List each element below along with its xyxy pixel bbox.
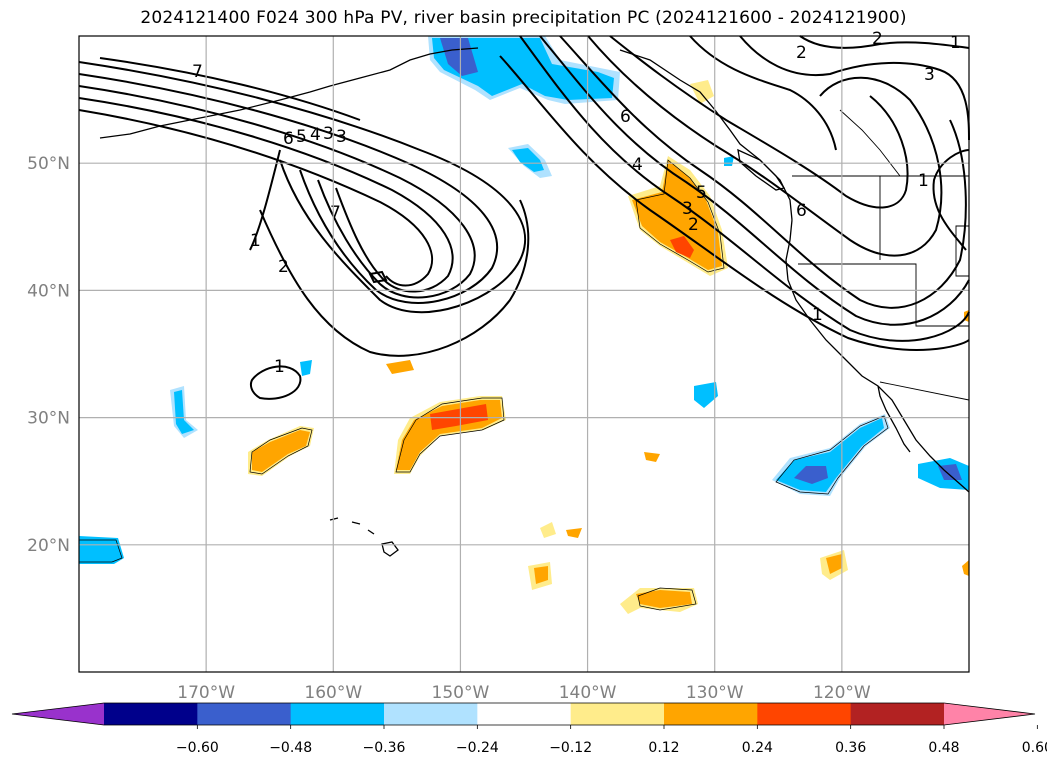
map-title: 2024121400 F024 300 hPa PV, river basin …: [140, 8, 907, 28]
lon-tick-label: 130°W: [686, 683, 744, 703]
pv-label-4a: 4: [310, 125, 321, 145]
pv-label-7a: 7: [192, 62, 203, 82]
pv-label-3d: 3: [924, 65, 935, 85]
positive-anomaly-oregon-core: [632, 160, 722, 270]
lon-tick-label: 170°W: [177, 683, 235, 703]
colorbar-tick-label: 0.48: [928, 740, 959, 756]
positive-anomaly-south-core: [636, 590, 692, 608]
negative-anomaly-blob-5: [300, 360, 312, 376]
colorbar-tick-label: −0.36: [363, 740, 406, 756]
colorbar: −0.60 −0.48 −0.36 −0.24 −0.12 0.12 0.24 0.36 0.4…: [11, 702, 1047, 756]
positive-anomaly-small-3: [540, 522, 556, 538]
colorbar-outline: [11, 702, 1036, 726]
west-coast: [785, 219, 970, 493]
colorbar-extend-high: [944, 703, 1035, 725]
colorbar-swatch: [290, 703, 385, 725]
pv-label-3b: 3: [336, 127, 347, 147]
pv-label-2d: 2: [872, 29, 883, 49]
negative-anomaly-baja-strong: [794, 466, 828, 484]
pv-label-5b: 5: [696, 183, 707, 203]
lat-tick-label: 20°N: [27, 536, 70, 556]
pv-contours: [78, 35, 970, 400]
colorbar-extend-low: [12, 703, 104, 725]
lat-tick-label: 30°N: [27, 409, 70, 429]
colorbar-tick-label: 0.36: [835, 740, 866, 756]
positive-anomaly-small-4: [566, 528, 582, 538]
positive-anomaly-oregon-strong: [670, 236, 694, 258]
pv-label-2b: 2: [688, 215, 699, 235]
pv-label-2a: 2: [278, 257, 289, 277]
coastlines: [99, 47, 970, 557]
pv-label-3a: 3: [323, 124, 334, 144]
axis-tick-labels: 170°W 160°W 150°W 140°W 130°W 120°W 20°N 30°N 40…: [27, 154, 871, 703]
positive-anomaly-small-2: [644, 452, 660, 462]
negative-anomaly-blob-1-core: [512, 148, 544, 172]
pv-contour-labels: 7 6 5 4 3 3 7 1 2 1 6 4 5 3 2 2 2 3 6 1 …: [192, 29, 961, 377]
gridlines: [79, 36, 969, 672]
colorbar-swatch: [384, 703, 478, 725]
colorbar-swatch: [197, 703, 292, 725]
positive-anomaly-bc: [690, 80, 714, 104]
alaska-coast: [99, 47, 479, 139]
pv-label-7b: 7: [330, 203, 341, 223]
pv-label-1e: 1: [950, 33, 961, 53]
pv-label-2c: 2: [796, 43, 807, 63]
lon-tick-label: 120°W: [813, 683, 871, 703]
positive-anomaly-edge: [962, 560, 969, 576]
negative-anomaly-north-core: [432, 38, 614, 100]
negative-anomaly-north-strong: [440, 38, 478, 76]
negative-anomaly-blob-4: [79, 536, 124, 564]
positive-anomaly-west-core: [252, 430, 310, 472]
positive-anomaly-baja-south-core: [826, 554, 842, 574]
colorbar-swatch: [104, 703, 198, 725]
baja-peninsula: [877, 385, 911, 453]
negative-anomaly-mexico-strong: [938, 464, 962, 480]
lat-tick-label: 50°N: [27, 154, 70, 174]
colorbar-swatch: [570, 703, 665, 725]
colorbar-tick-label: −0.48: [269, 740, 312, 756]
pv-label-4b: 4: [632, 155, 643, 175]
anomaly-outlines: [78, 159, 889, 611]
colorbar-swatch: [477, 703, 572, 725]
lat-tick-label: 40°N: [27, 281, 70, 301]
colorbar-tick-label: −0.12: [549, 740, 592, 756]
hawaii-islands: [329, 517, 399, 557]
colorbar-tick-label: −0.60: [176, 740, 219, 756]
pv-label-1a: 1: [250, 231, 261, 251]
pv-label-1c: 1: [918, 171, 929, 191]
lon-tick-label: 150°W: [432, 683, 490, 703]
pv-label-1b: 1: [274, 357, 285, 377]
pv-label-3c: 3: [682, 199, 693, 219]
colorbar-tick-label: 0.24: [742, 740, 773, 756]
pv-label-1d: 1: [812, 305, 823, 325]
colorbar-swatch: [757, 703, 852, 725]
pv-label-5a: 5: [296, 127, 307, 147]
colorbar-swatch: [850, 703, 945, 725]
map-frame: [78, 35, 970, 673]
colorbar-swatch: [664, 703, 758, 725]
lon-tick-label: 140°W: [559, 683, 617, 703]
positive-anomaly-small-1: [386, 360, 414, 374]
negative-anomaly-blob-3: [694, 382, 718, 408]
colorbar-tick-label: 0.12: [648, 740, 679, 756]
lon-tick-label: 160°W: [304, 683, 362, 703]
pv-label-6b: 6: [620, 107, 631, 127]
colorbar-tick-label: −0.24: [456, 740, 499, 756]
pv-label-6a: 6: [283, 129, 294, 149]
pv-label-6c: 6: [796, 201, 807, 221]
map-panel: 7 6 5 4 3 3 7 1 2 1 6 4 5 3 2 2 2 3 6 1 …: [78, 29, 970, 673]
colorbar-tick-label: 0.60: [1022, 740, 1047, 756]
positive-anomaly-small-5-core: [534, 566, 548, 584]
negative-anomaly-blob-2-core: [174, 390, 194, 434]
